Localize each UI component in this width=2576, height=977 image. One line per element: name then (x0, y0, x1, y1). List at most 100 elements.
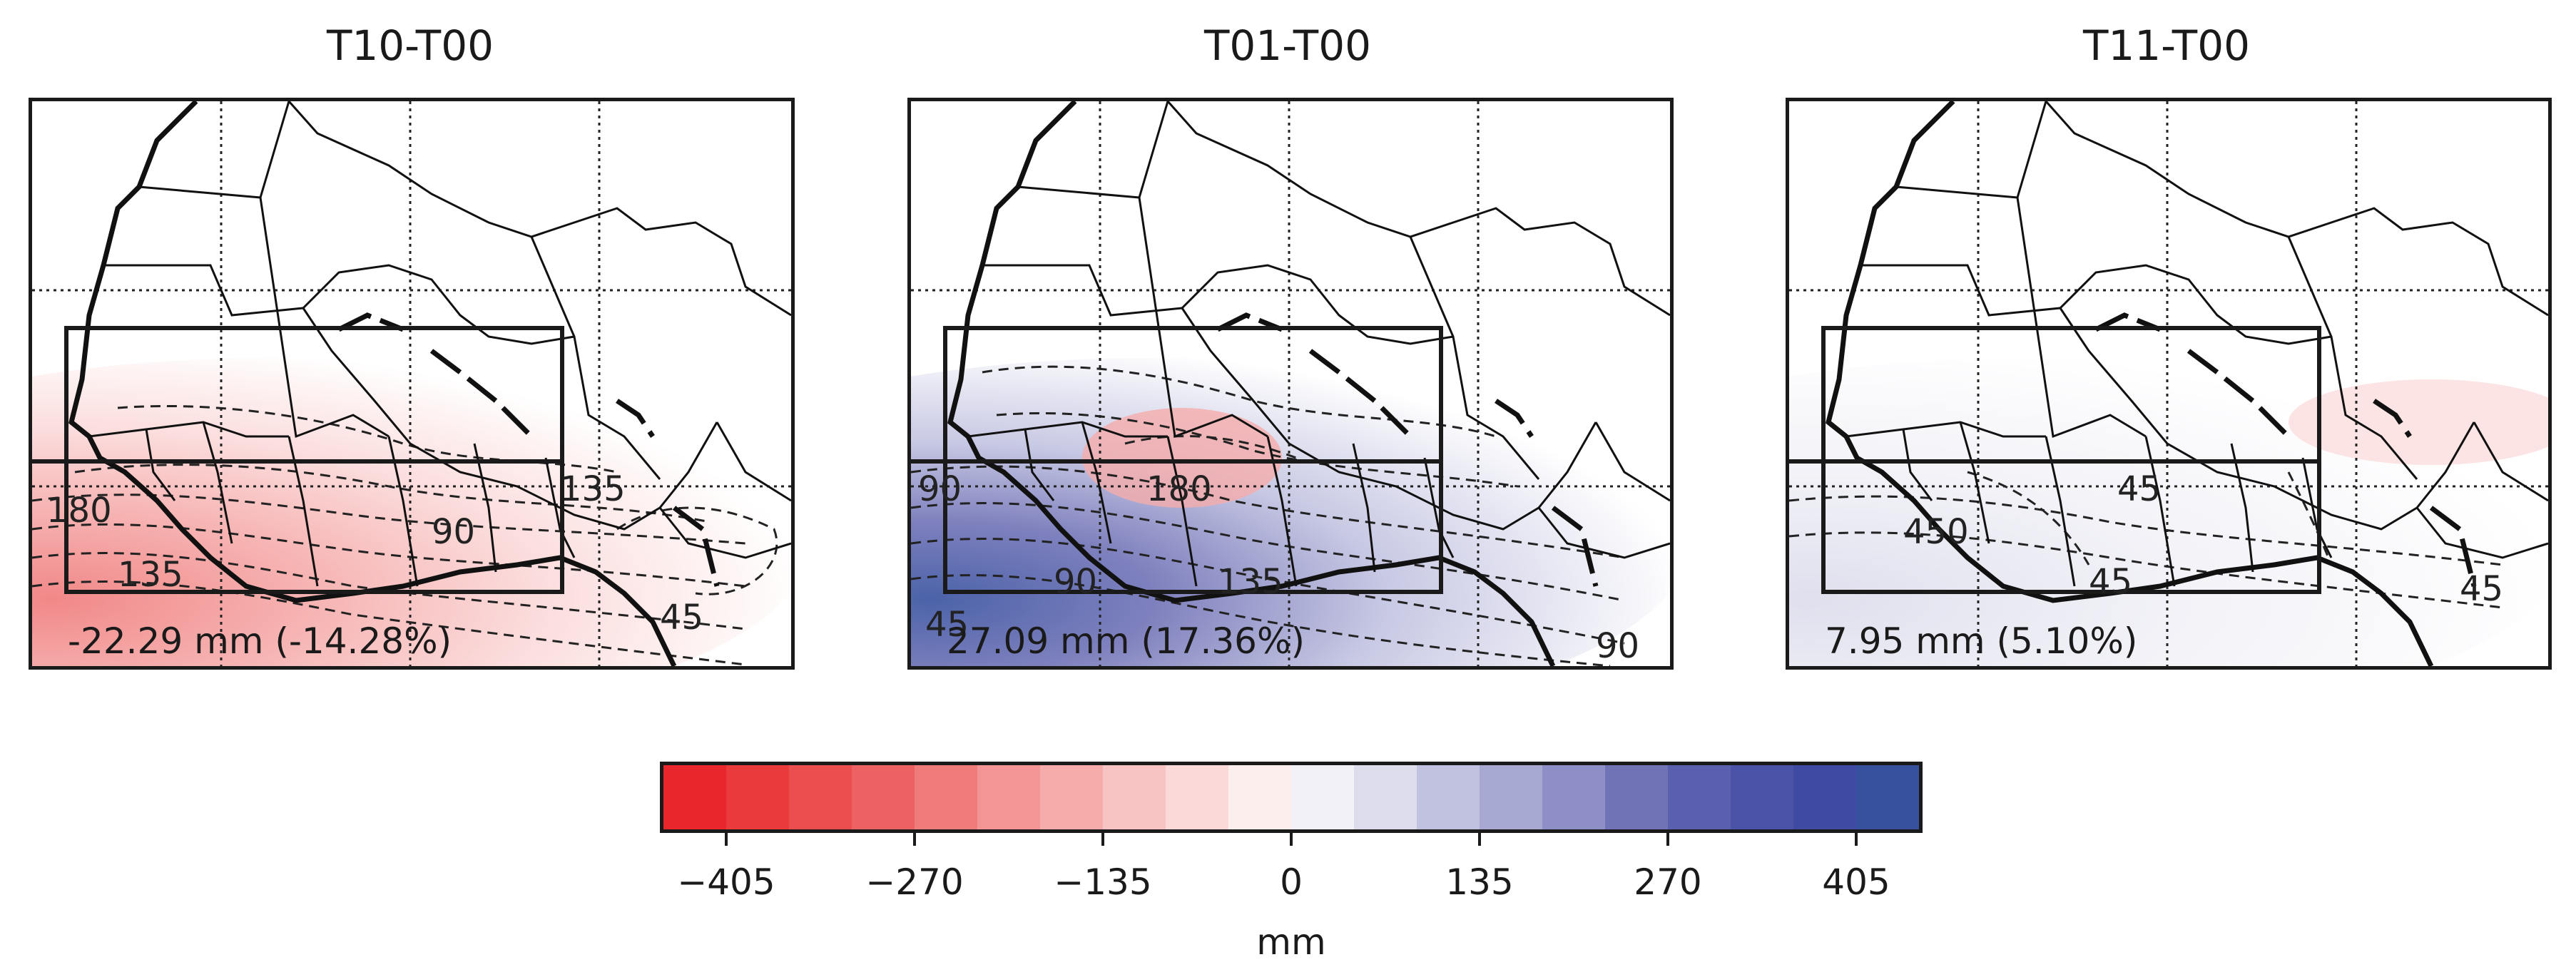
river-line (337, 312, 404, 332)
contour-label: 45 (925, 605, 969, 645)
country-border (2415, 507, 2548, 559)
country-border (1024, 429, 1055, 501)
colorbar-segment (1166, 765, 1228, 829)
map-panel-t10: 180135904513545 -22.29 mm (-14.28%) (29, 98, 795, 670)
colorbar-tick-label: 0 (1280, 861, 1303, 903)
river-line (1216, 312, 1283, 332)
contour-label: 135 (118, 555, 183, 595)
contour-label: 135 (560, 469, 626, 509)
contour-line (1124, 435, 1297, 459)
country-border (2045, 101, 2548, 317)
country-border (1959, 421, 1990, 544)
colorbar-unit-label: mm (1256, 921, 1326, 963)
contour-line (32, 580, 746, 666)
colorbar-segment (852, 765, 915, 829)
contour-line (911, 574, 1611, 666)
colorbar-segment (1103, 765, 1166, 829)
map-canvas: 450 45 45 45 (1789, 101, 2548, 666)
colorbar-tick (725, 833, 728, 846)
map-panel-t01: 90 90 135 180 45 90 27.09 mm (17.36%) (907, 98, 1674, 670)
stat-label-t10: -22.29 mm (-14.28%) (68, 620, 452, 662)
country-border (1166, 101, 1670, 317)
anomaly-field (32, 358, 791, 666)
colorbar-tick (1666, 833, 1669, 846)
country-border (1138, 197, 1268, 439)
colorbar-segment (1856, 765, 1919, 829)
contour-label: 45 (2117, 469, 2161, 509)
stat-label-t01: 27.09 mm (17.36%) (947, 620, 1305, 662)
country-border (1181, 264, 1454, 345)
colorbar-segment (1228, 765, 1291, 829)
stat-label-t11: 7.95 mm (5.10%) (1825, 620, 2138, 662)
contour-line (911, 538, 1625, 645)
colorbar-segment (1291, 765, 1354, 829)
country-border (2473, 421, 2548, 502)
river-line (1551, 506, 1599, 587)
river-line (2186, 349, 2291, 439)
contour-label: 90 (432, 512, 475, 552)
contour-line (32, 493, 746, 545)
map-canvas: 90 90 135 180 45 90 (911, 101, 1670, 666)
colorbar-tick-label: 135 (1445, 861, 1514, 903)
panel-title-t11: T11-T00 (2082, 21, 2251, 70)
country-border (1902, 429, 1933, 501)
country-border (2144, 436, 2176, 587)
panel-title-t10: T10-T00 (326, 21, 494, 70)
river-line (616, 399, 655, 438)
contour-line (32, 523, 746, 588)
colorbar-tick-label: −405 (677, 861, 775, 903)
country-border (302, 264, 575, 345)
country-border (473, 443, 497, 573)
colorbar (660, 762, 1923, 833)
contour-line (911, 502, 1625, 602)
contour-label: 45 (660, 598, 703, 638)
colorbar-segment (1480, 765, 1542, 829)
colorbar-segment (726, 765, 789, 829)
contour-label: 450 (1903, 512, 1969, 552)
country-border (145, 429, 176, 501)
panel-title-t01: T01-T00 (1203, 21, 1372, 70)
contour-line (1789, 495, 2503, 566)
contour-line (2287, 471, 2333, 566)
river-line (2373, 399, 2412, 438)
country-border (287, 436, 319, 587)
colorbar-tick (1290, 833, 1293, 846)
country-border (658, 507, 791, 559)
country-border (202, 421, 233, 544)
river-line (429, 349, 534, 439)
country-border (982, 264, 1597, 531)
contour-line (911, 465, 1625, 559)
colorbar-segment (789, 765, 852, 829)
colorbar-tick (1855, 833, 1858, 846)
map-panel-t11: 450 45 45 45 7.95 mm (5.10%) (1786, 98, 2552, 670)
country-border (1352, 443, 1376, 573)
colorbar-segment (1731, 765, 1793, 829)
contour-label: 90 (1054, 562, 1097, 602)
colorbar-tick (913, 833, 916, 846)
colorbar-segment (1668, 765, 1731, 829)
colorbar-segment (1040, 765, 1103, 829)
contour-line (616, 506, 778, 595)
contour-label: 180 (1146, 469, 1212, 509)
colorbar-tick-label: 270 (1634, 861, 1702, 903)
colorbar-segment (663, 765, 726, 829)
country-border (716, 421, 791, 502)
colorbar-tick-label: −270 (865, 861, 964, 903)
colorbar-segment (1605, 765, 1668, 829)
river-line (2094, 312, 2162, 332)
country-border (287, 101, 791, 317)
country-border (2059, 264, 2332, 345)
river-line (1308, 349, 1412, 439)
colorbar-tick (1101, 833, 1104, 846)
colorbar-segment (1417, 765, 1480, 829)
country-border (1166, 436, 1198, 587)
river-line (672, 506, 720, 587)
colorbar-tick-label: −135 (1054, 861, 1152, 903)
country-border (1537, 507, 1670, 559)
colorbar-tick-label: 405 (1822, 861, 1890, 903)
contour-line (74, 464, 711, 523)
colorbar-segment (1542, 765, 1605, 829)
country-border (259, 197, 390, 439)
contour-label: 45 (2089, 562, 2132, 602)
